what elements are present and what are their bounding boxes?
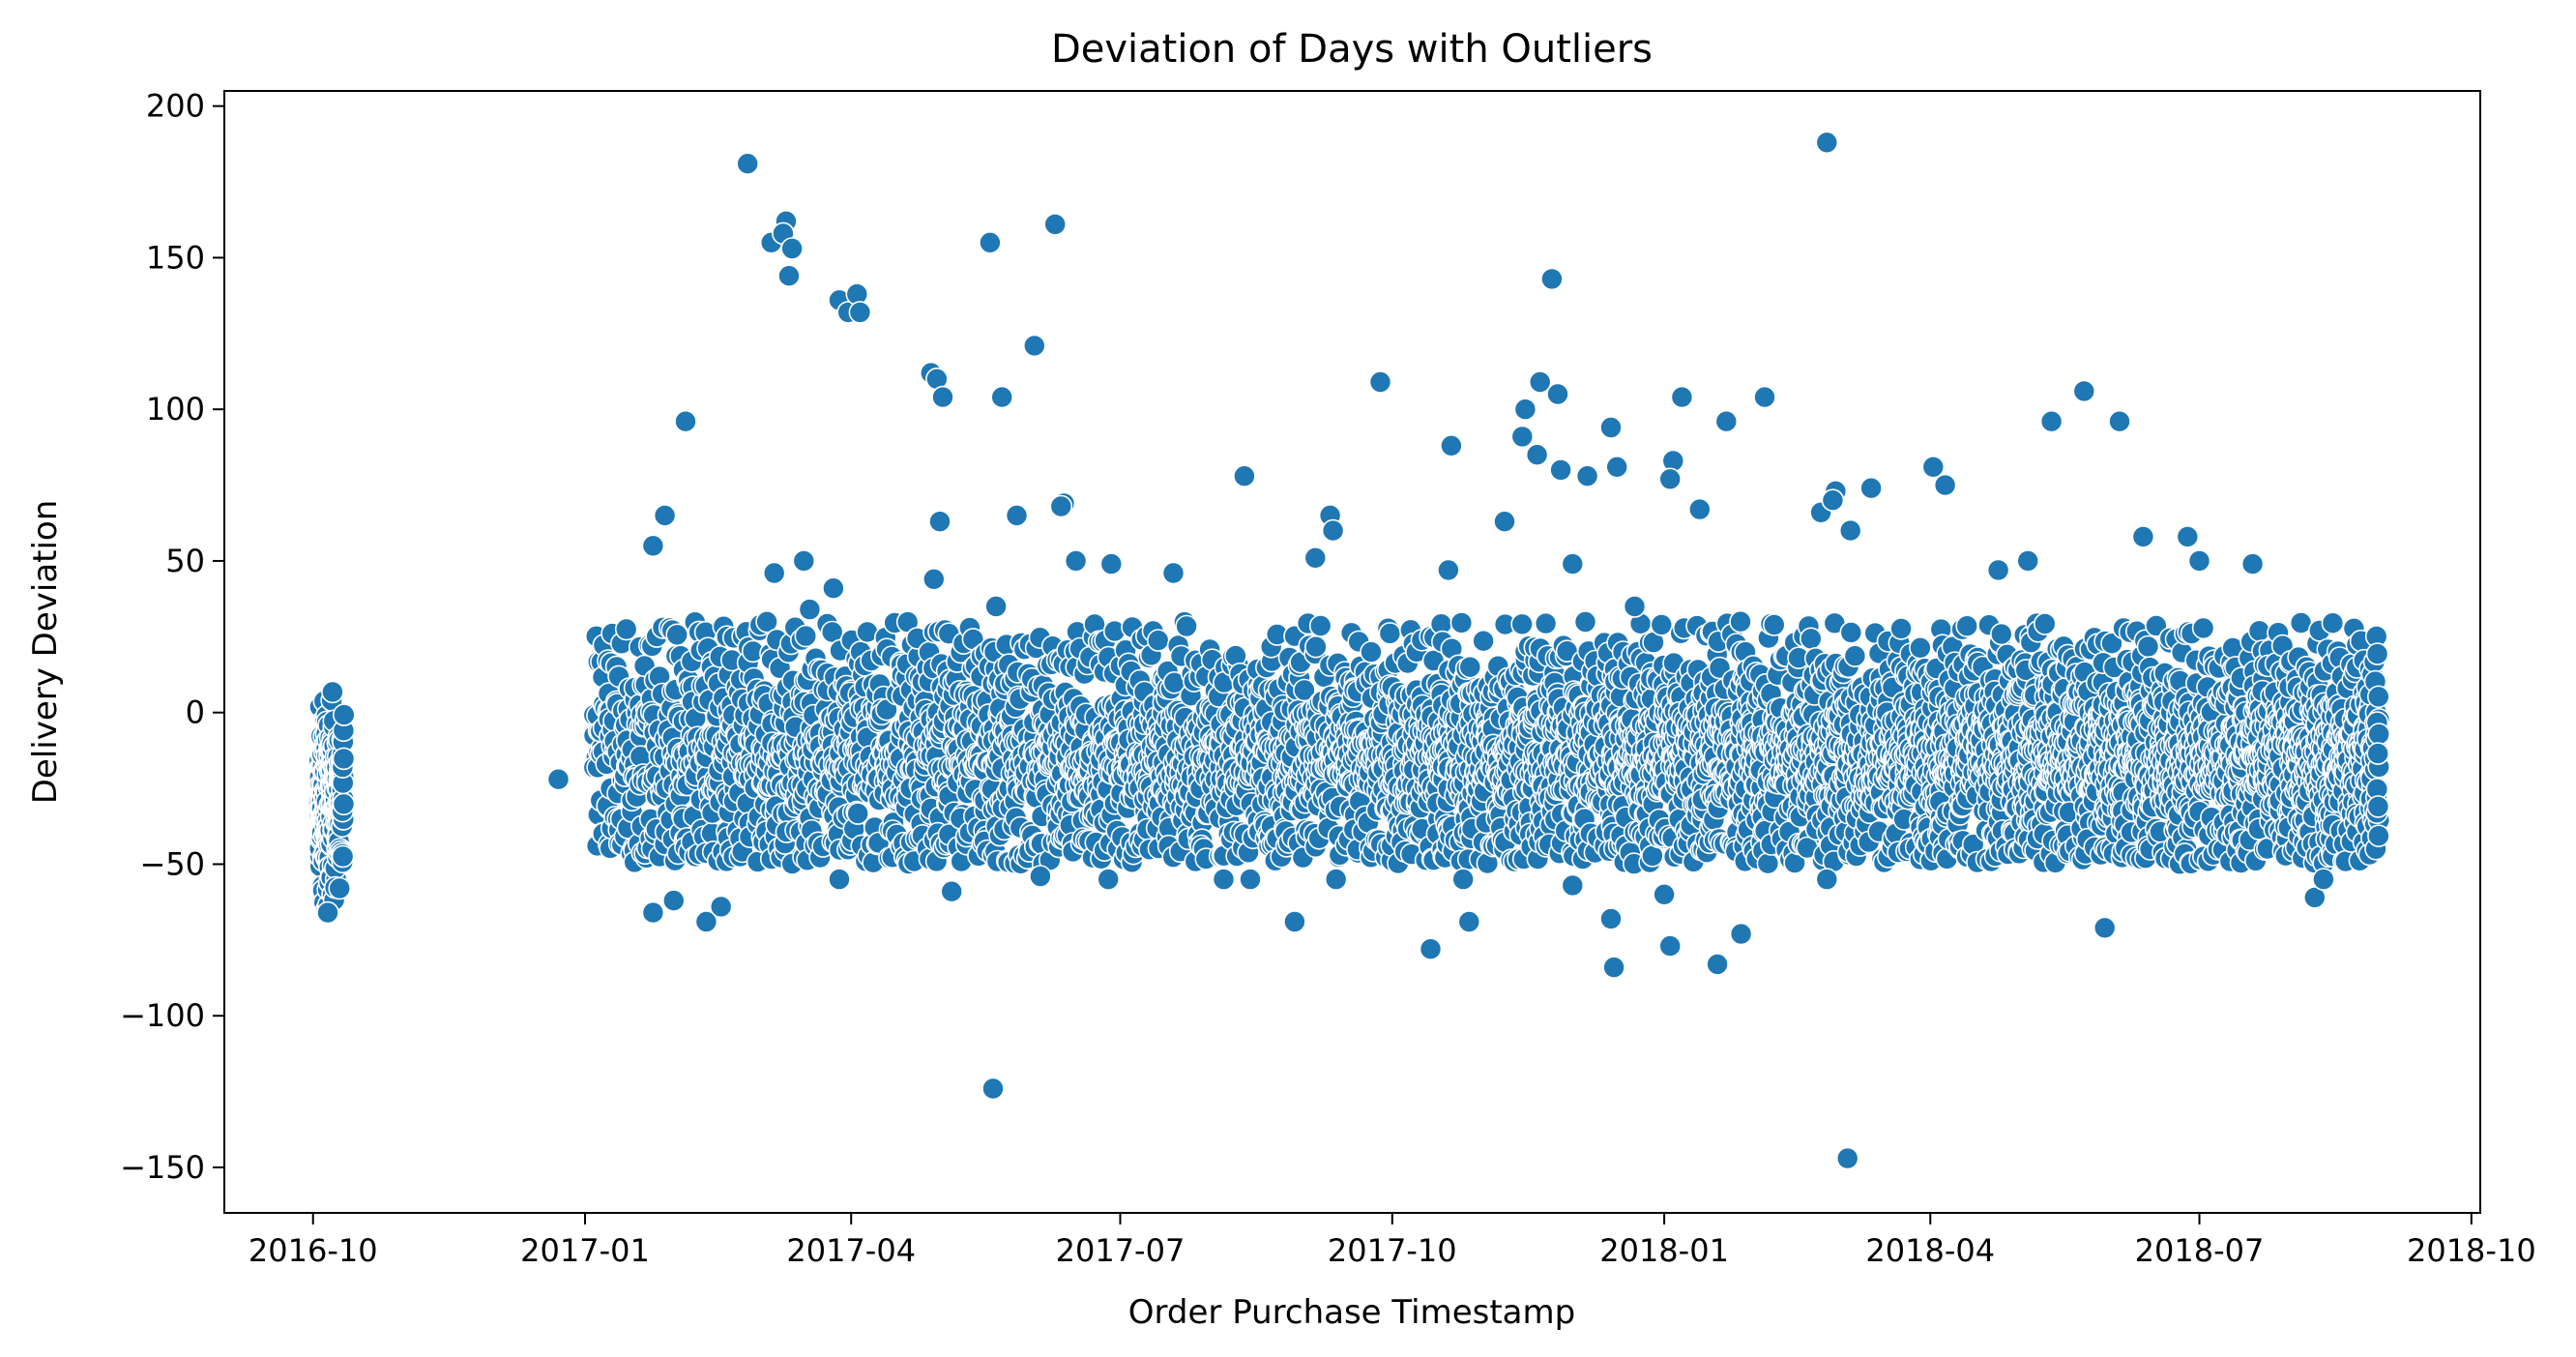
scatter-point <box>1360 640 1383 664</box>
scatter-point <box>1650 613 1674 636</box>
scatter-point <box>332 747 356 771</box>
scatter-point <box>1304 634 1328 659</box>
scatter-point <box>846 802 870 825</box>
scatter-point <box>1756 851 1780 875</box>
scatter-point <box>1573 610 1597 634</box>
scatter-point <box>1889 617 1913 640</box>
scatter-point <box>1955 614 1978 638</box>
scatter-point <box>1990 622 2013 646</box>
scatter-point <box>1909 635 1932 660</box>
scatter-point <box>332 703 356 726</box>
scatter-point <box>1308 614 1332 637</box>
scatter-point <box>665 623 689 647</box>
scatter-point <box>1534 611 1558 635</box>
scatter-point <box>794 624 818 648</box>
scatter-point <box>2034 612 2057 635</box>
scatter-point <box>1147 629 1170 652</box>
scatter-point <box>1449 611 1474 634</box>
scatter-point <box>331 844 355 869</box>
scatter-point <box>1378 622 1402 645</box>
data-points <box>307 131 2391 1170</box>
scatter-point <box>614 617 638 641</box>
scatter-point <box>1729 609 1752 634</box>
scatter-point <box>755 609 778 634</box>
scatter-point <box>546 767 571 791</box>
scatter-point <box>1843 644 1867 668</box>
scatter-point <box>1800 627 1823 651</box>
scatter-point <box>1175 614 1198 638</box>
scatter-point <box>1510 612 1534 636</box>
scatter-point <box>1839 621 1863 644</box>
scatter-point <box>321 680 344 704</box>
scatter-point <box>1458 655 1482 679</box>
scatter-point <box>1472 629 1495 653</box>
scatter-point <box>332 792 356 816</box>
scatter-point <box>1763 613 1786 636</box>
